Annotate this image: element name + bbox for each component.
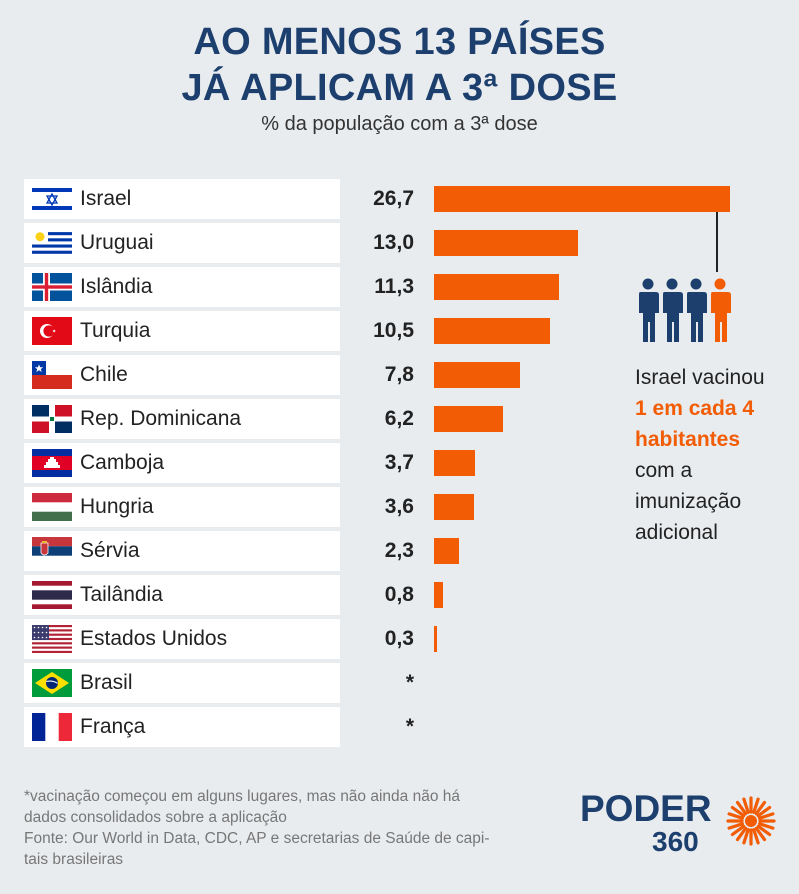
annotation-highlight1: 1 em cada 4 <box>635 397 755 420</box>
uruguay-flag-icon <box>32 229 72 257</box>
country-label: Uruguai <box>80 231 154 254</box>
bar <box>434 626 437 652</box>
bar <box>434 494 474 520</box>
cambodia-flag-icon <box>32 449 72 477</box>
value-label: 6,2 <box>384 407 414 430</box>
footnote-line4: tais brasileiras <box>24 851 124 868</box>
value-label: 3,6 <box>384 495 414 518</box>
country-row: Turquia <box>24 311 340 351</box>
country-row: Chile <box>24 355 340 395</box>
bar <box>434 538 459 564</box>
country-row: Camboja <box>24 443 340 483</box>
country-row: Rep. Dominicana <box>24 399 340 439</box>
country-label: Hungria <box>80 495 154 518</box>
value-label: 3,7 <box>384 451 414 474</box>
country-label: Turquia <box>80 319 151 342</box>
france-flag-icon <box>32 713 72 741</box>
country-label: Brasil <box>80 671 133 694</box>
annotation-line4: adicional <box>635 521 718 544</box>
country-label: Sérvia <box>80 539 140 562</box>
value-label: 0,3 <box>384 627 414 650</box>
value-label: * <box>405 715 414 738</box>
annotation-line3: imunização <box>635 490 742 513</box>
value-label: 10,5 <box>373 319 414 342</box>
poder360-logo: PODER 360 <box>580 788 776 857</box>
annotation-highlight2: habitantes <box>635 428 741 451</box>
people-icon <box>639 278 731 342</box>
footnote-line1: *vacinação começou em alguns lugares, ma… <box>24 788 460 805</box>
footnote-line3: Fonte: Our World in Data, CDC, AP e secr… <box>24 830 490 847</box>
value-label: 11,3 <box>374 275 414 298</box>
bar <box>434 362 520 388</box>
country-row: Sérvia <box>24 531 340 571</box>
bar <box>434 406 503 432</box>
brazil-flag-icon <box>32 669 72 697</box>
value-label: 7,8 <box>384 363 414 386</box>
country-row: Israel <box>24 179 340 219</box>
israel-annotation: Israel vacinou 1 em cada 4 habitantes co… <box>635 362 765 548</box>
country-row: França <box>24 707 340 747</box>
country-label: Israel <box>80 187 132 210</box>
bar <box>434 230 578 256</box>
value-label: 2,3 <box>384 539 414 562</box>
country-row: Tailândia <box>24 575 340 615</box>
annotation-line2: com a <box>635 459 693 482</box>
annotation-line1: Israel vacinou <box>635 366 765 389</box>
bar <box>434 186 730 212</box>
chart-title-line1: AO MENOS 13 PAÍSES <box>193 21 606 63</box>
country-label: Camboja <box>80 451 165 474</box>
bar <box>434 582 443 608</box>
chart-title-line2: JÁ APLICAM A 3ª DOSE <box>181 67 618 109</box>
usa-flag-icon <box>32 625 72 653</box>
value-label: * <box>405 671 414 694</box>
value-label: 26,7 <box>373 187 414 210</box>
sun-icon <box>726 796 776 846</box>
country-label: Islândia <box>80 275 153 298</box>
thailand-flag-icon <box>32 581 72 609</box>
chart-subtitle: % da população com a 3ª dose <box>261 113 538 135</box>
country-label: Tailândia <box>80 583 163 606</box>
country-row: Uruguai <box>24 223 340 263</box>
footnote-line2: dados consolidados sobre a aplicação <box>24 809 287 826</box>
bar <box>434 274 559 300</box>
logo-text-top: PODER <box>580 788 712 829</box>
country-label: Estados Unidos <box>80 627 228 650</box>
country-label: Rep. Dominicana <box>80 407 242 430</box>
hungary-flag-icon <box>32 493 72 521</box>
chile-flag-icon <box>32 361 72 389</box>
dominican-republic-flag-icon <box>32 405 72 433</box>
logo-text-bottom: 360 <box>652 826 699 857</box>
country-label: Chile <box>80 363 128 386</box>
iceland-flag-icon <box>32 273 72 301</box>
value-label: 13,0 <box>373 231 414 254</box>
country-row: Hungria <box>24 487 340 527</box>
bar <box>434 450 475 476</box>
turkey-flag-icon <box>32 317 72 345</box>
israel-flag-icon <box>32 185 72 213</box>
country-row: Estados Unidos <box>24 619 340 659</box>
serbia-flag-icon <box>32 537 72 565</box>
annotation-connector-line <box>716 212 718 272</box>
bar <box>434 318 550 344</box>
value-label: 0,8 <box>384 583 414 606</box>
footnote: *vacinação começou em alguns lugares, ma… <box>24 786 554 870</box>
country-label: França <box>80 715 146 738</box>
country-row: Islândia <box>24 267 340 307</box>
country-row: Brasil <box>24 663 340 703</box>
